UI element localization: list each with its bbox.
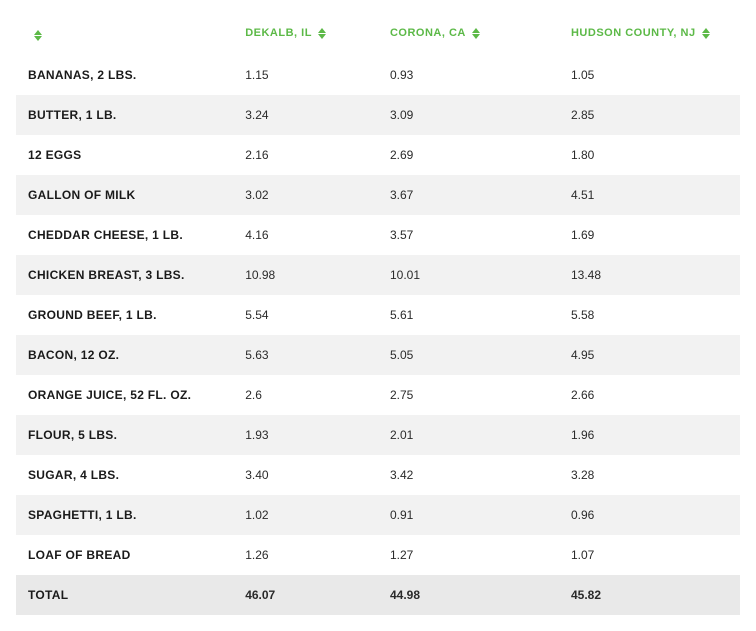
price-cell: 2.75	[378, 375, 559, 415]
item-name-cell: BACON, 12 OZ.	[16, 335, 233, 375]
item-name-cell: SPAGHETTI, 1 LB.	[16, 495, 233, 535]
table-row: ORANGE JUICE, 52 FL. OZ.2.62.752.66	[16, 375, 740, 415]
price-cell: 2.85	[559, 95, 740, 135]
item-name-cell: BANANAS, 2 LBS.	[16, 55, 233, 95]
price-cell: 3.40	[233, 455, 378, 495]
price-cell: 3.02	[233, 175, 378, 215]
price-cell: 10.98	[233, 255, 378, 295]
price-cell: 0.96	[559, 495, 740, 535]
price-cell: 1.02	[233, 495, 378, 535]
price-cell: 1.05	[559, 55, 740, 95]
table-row: BACON, 12 OZ.5.635.054.95	[16, 335, 740, 375]
total-row: TOTAL46.0744.9845.82	[16, 575, 740, 615]
total-value-cell: 46.07	[233, 575, 378, 615]
price-cell: 5.54	[233, 295, 378, 335]
price-cell: 1.15	[233, 55, 378, 95]
column-header-label: DEKALB, IL	[245, 27, 312, 39]
table-row: SPAGHETTI, 1 LB.1.020.910.96	[16, 495, 740, 535]
price-cell: 0.93	[378, 55, 559, 95]
price-cell: 2.69	[378, 135, 559, 175]
price-cell: 4.51	[559, 175, 740, 215]
table-row: LOAF OF BREAD1.261.271.07	[16, 535, 740, 575]
price-cell: 2.66	[559, 375, 740, 415]
table-body: BANANAS, 2 LBS.1.150.931.05BUTTER, 1 LB.…	[16, 55, 740, 615]
item-name-cell: GROUND BEEF, 1 LB.	[16, 295, 233, 335]
table-row: 12 EGGS2.162.691.80	[16, 135, 740, 175]
price-cell: 4.95	[559, 335, 740, 375]
price-cell: 5.63	[233, 335, 378, 375]
table-row: GALLON OF MILK3.023.674.51	[16, 175, 740, 215]
price-cell: 3.24	[233, 95, 378, 135]
item-name-cell: GALLON OF MILK	[16, 175, 233, 215]
price-comparison-table: DEKALB, IL CORONA, CA	[16, 16, 740, 615]
table-row: BANANAS, 2 LBS.1.150.931.05	[16, 55, 740, 95]
price-cell: 3.67	[378, 175, 559, 215]
price-cell: 3.09	[378, 95, 559, 135]
price-cell: 5.05	[378, 335, 559, 375]
item-name-cell: CHICKEN BREAST, 3 LBS.	[16, 255, 233, 295]
sort-icon	[318, 28, 326, 39]
price-cell: 0.91	[378, 495, 559, 535]
price-cell: 2.16	[233, 135, 378, 175]
item-name-cell: ORANGE JUICE, 52 FL. OZ.	[16, 375, 233, 415]
price-cell: 3.42	[378, 455, 559, 495]
column-header-dekalb[interactable]: DEKALB, IL	[233, 16, 378, 55]
sort-icon	[472, 28, 480, 39]
column-header-corona[interactable]: CORONA, CA	[378, 16, 559, 55]
price-cell: 1.07	[559, 535, 740, 575]
price-cell: 2.6	[233, 375, 378, 415]
table-row: CHEDDAR CHEESE, 1 LB.4.163.571.69	[16, 215, 740, 255]
column-header-item[interactable]	[16, 16, 233, 55]
total-value-cell: 45.82	[559, 575, 740, 615]
total-value-cell: 44.98	[378, 575, 559, 615]
column-header-label: HUDSON COUNTY, NJ	[571, 27, 696, 39]
item-name-cell: LOAF OF BREAD	[16, 535, 233, 575]
item-name-cell: CHEDDAR CHEESE, 1 LB.	[16, 215, 233, 255]
price-cell: 3.57	[378, 215, 559, 255]
price-cell: 5.61	[378, 295, 559, 335]
table-row: CHICKEN BREAST, 3 LBS.10.9810.0113.48	[16, 255, 740, 295]
sort-icon	[702, 28, 710, 39]
price-cell: 1.93	[233, 415, 378, 455]
price-cell: 4.16	[233, 215, 378, 255]
item-name-cell: BUTTER, 1 LB.	[16, 95, 233, 135]
price-cell: 2.01	[378, 415, 559, 455]
price-cell: 1.27	[378, 535, 559, 575]
table-row: FLOUR, 5 LBS.1.932.011.96	[16, 415, 740, 455]
item-name-cell: FLOUR, 5 LBS.	[16, 415, 233, 455]
price-cell: 1.96	[559, 415, 740, 455]
sort-icon	[34, 30, 42, 41]
price-cell: 13.48	[559, 255, 740, 295]
item-name-cell: SUGAR, 4 LBS.	[16, 455, 233, 495]
total-label-cell: TOTAL	[16, 575, 233, 615]
price-cell: 1.80	[559, 135, 740, 175]
column-header-label: CORONA, CA	[390, 27, 466, 39]
price-cell: 1.26	[233, 535, 378, 575]
price-cell: 3.28	[559, 455, 740, 495]
table-row: SUGAR, 4 LBS.3.403.423.28	[16, 455, 740, 495]
column-header-hudson[interactable]: HUDSON COUNTY, NJ	[559, 16, 740, 55]
price-cell: 10.01	[378, 255, 559, 295]
price-cell: 5.58	[559, 295, 740, 335]
item-name-cell: 12 EGGS	[16, 135, 233, 175]
table-row: GROUND BEEF, 1 LB.5.545.615.58	[16, 295, 740, 335]
table-header-row: DEKALB, IL CORONA, CA	[16, 16, 740, 55]
price-cell: 1.69	[559, 215, 740, 255]
table-row: BUTTER, 1 LB.3.243.092.85	[16, 95, 740, 135]
